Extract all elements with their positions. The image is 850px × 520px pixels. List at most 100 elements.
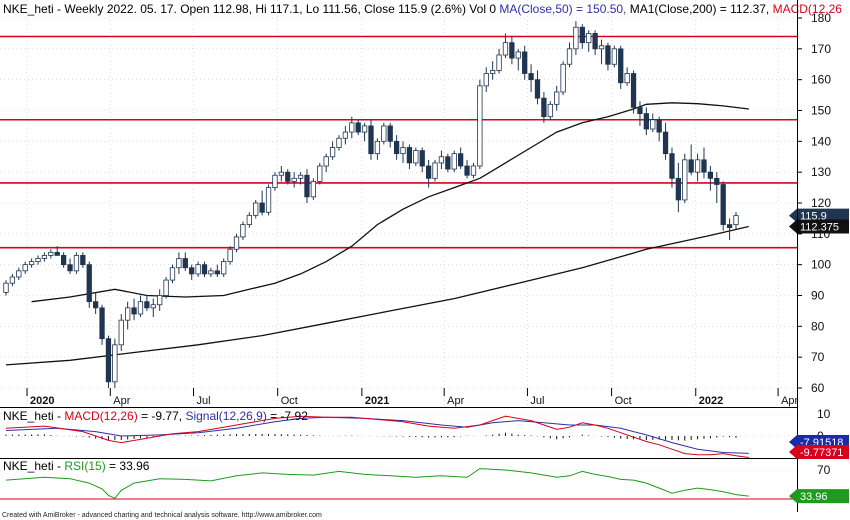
candle-up — [221, 261, 227, 275]
candle-down — [509, 42, 515, 59]
date-label: 2021 — [365, 395, 389, 407]
candle-down — [99, 307, 105, 340]
candle-down — [93, 301, 99, 309]
candle-up — [490, 70, 496, 74]
candle-up — [150, 304, 156, 309]
candle-down — [464, 165, 470, 176]
price-header-ma50: MA(Close,50) = 150.50, — [499, 2, 626, 16]
macd-header: NKE_heti - MACD(12,26) = -9.77, Signal(1… — [3, 409, 308, 423]
candle-up — [438, 156, 445, 164]
price-tick-label: 160 — [811, 73, 831, 87]
candle-down — [541, 97, 547, 118]
candle-up — [112, 344, 118, 383]
date-axis: 2020 Apr Jul Oct 2021 Apr Jul Oct 2022 Apr — [26, 388, 799, 407]
candle-up — [253, 202, 259, 216]
candle-up — [694, 159, 701, 173]
ma200-value-tag: 112.375 — [789, 219, 849, 234]
price-tick-label: 100 — [811, 258, 831, 272]
candle-down — [579, 26, 585, 44]
candle-down — [201, 264, 208, 275]
macd-header-macd: MACD(12,26) — [64, 409, 137, 423]
candle-down — [54, 251, 60, 256]
date-label: Oct — [281, 395, 298, 407]
candle-down — [534, 79, 541, 99]
candle-up — [451, 153, 457, 170]
date-label: Jul — [197, 395, 211, 407]
candle-down — [643, 113, 649, 130]
candle-up — [554, 91, 560, 105]
candle-down — [630, 73, 637, 108]
date-label: 2022 — [699, 395, 723, 407]
candle-down — [707, 171, 714, 179]
macd-header-macd-val: = -9.77, — [138, 409, 182, 423]
rsi-header: NKE_heti - RSI(15) = 33.96 — [3, 459, 150, 473]
candle-up — [317, 165, 323, 182]
candle-down — [688, 159, 694, 173]
candle-down — [726, 224, 733, 229]
price-header-macd: MACD(12,26 — [769, 2, 842, 16]
candle-up — [163, 279, 169, 296]
price-tick-label: 150 — [811, 104, 831, 118]
candle-up — [381, 125, 387, 142]
candle-up — [9, 276, 16, 284]
candle-down — [419, 150, 425, 167]
price-header-info: - Weekly 2022. 05. 17. Open 112.98, Hi 1… — [54, 2, 500, 16]
macd-line — [5, 415, 749, 458]
candle-up — [329, 147, 336, 158]
candle-up — [240, 224, 246, 238]
candle-down — [445, 156, 451, 170]
candle-up — [272, 174, 278, 188]
candle-up — [3, 282, 9, 293]
candle-up — [477, 85, 483, 167]
candle-up — [336, 137, 342, 148]
candle-up — [342, 131, 349, 139]
candle-down — [387, 125, 393, 142]
candle-down — [605, 45, 611, 65]
candle-down — [618, 48, 624, 84]
moving-averages — [5, 102, 749, 366]
macd-lines — [5, 415, 749, 458]
candle-up — [470, 165, 477, 176]
candle-down — [458, 153, 464, 167]
candle-up — [566, 48, 573, 65]
rsi-value-tag-shape — [789, 489, 849, 504]
date-label: Jul — [530, 395, 544, 407]
price-header-ma200: MA1(Close,200) = 112.37, — [626, 2, 769, 16]
candle-up — [22, 264, 28, 272]
candle-up — [41, 255, 48, 259]
candle-down — [675, 177, 682, 201]
candle-up — [515, 51, 521, 59]
candle-down — [86, 264, 92, 303]
date-label: Apr — [781, 395, 798, 407]
rsi-header-symbol: NKE_heti — [3, 459, 54, 473]
candle-up — [361, 125, 368, 133]
candle-down — [144, 301, 150, 309]
candle-up — [323, 156, 329, 167]
macd-header-sep: - — [54, 409, 65, 423]
candle-up — [496, 54, 502, 71]
rsi-value-tags: 33.96 — [789, 489, 849, 504]
candle-up — [560, 63, 566, 93]
rsi-header-rsi-val: = 33.96 — [106, 459, 150, 473]
macd-tick-label: 10 — [817, 407, 831, 421]
ma200-line — [5, 225, 749, 366]
candle-down — [304, 174, 310, 198]
candle-down — [406, 147, 413, 164]
price-header: NKE_heti - Weekly 2022. 05. 17. Open 112… — [3, 2, 842, 16]
candle-down — [214, 270, 220, 275]
ma200-value-tag-text: 112.375 — [800, 222, 839, 234]
candle-down — [105, 338, 112, 383]
candle-down — [720, 184, 726, 225]
candle-up — [374, 140, 381, 155]
candles — [3, 21, 739, 388]
candle-down — [189, 267, 195, 275]
candle-up — [349, 122, 355, 133]
date-label: 2020 — [30, 395, 54, 407]
price-tick-label: 60 — [811, 381, 825, 395]
candle-up — [233, 236, 240, 250]
candle-up — [297, 174, 304, 179]
